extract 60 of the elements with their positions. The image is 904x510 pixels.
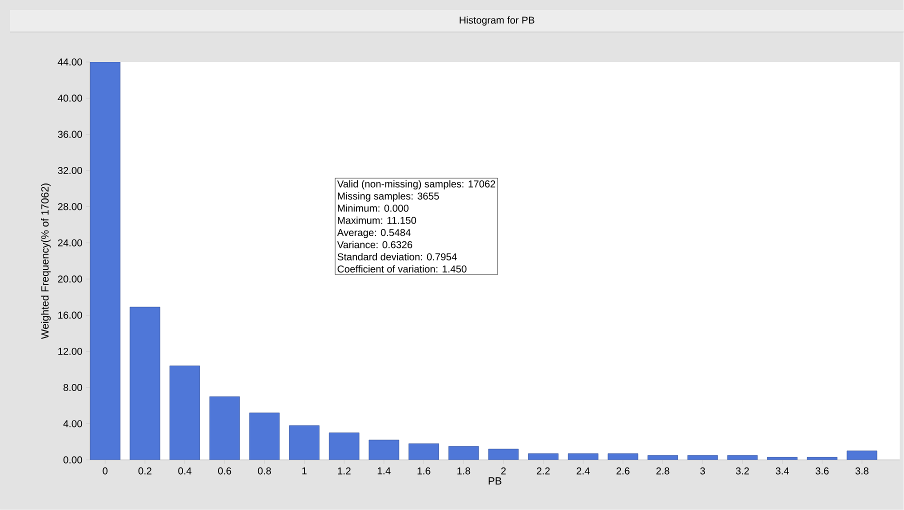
annotation: Valid (non-missing) samples: 17062 (337, 180, 496, 190)
x-tick-label: 0.4 (178, 467, 192, 475)
x-tick-label: 3.8 (855, 467, 868, 475)
x-tick-label: 2 (501, 467, 506, 474)
bar (249, 412, 280, 460)
y-tick-label: 44.00 (58, 58, 82, 66)
y-tick-label: 0.00 (63, 456, 82, 464)
bar (727, 455, 758, 460)
x-tick-label: 0 (102, 467, 108, 475)
x-tick-label: 3.2 (736, 467, 749, 475)
y-tick-label: 36.00 (58, 130, 82, 138)
annotation: Maximum: 11.150 (338, 216, 416, 224)
x-tick-label: 1.8 (457, 467, 470, 475)
y-tick-label: 8.00 (64, 384, 82, 392)
annotation: Average: 0.5484 (337, 229, 411, 238)
chart-title: Histogram for PB (460, 16, 534, 26)
y-tick-label: 4.00 (63, 420, 82, 428)
bar (488, 448, 519, 460)
bar (528, 453, 558, 460)
x-tick-label: 2.8 (656, 467, 670, 475)
x-tick-label: 3 (700, 467, 705, 475)
bar (846, 450, 878, 460)
y-axis-title: Weighted Frequency(% of 17062) (40, 184, 51, 340)
bar (170, 366, 200, 460)
annotation: Variance: 0.6326 (337, 240, 412, 248)
bar (408, 443, 439, 460)
bar (448, 446, 479, 460)
y-tick-label: 40.00 (58, 94, 82, 102)
annotation: Standard deviation: 0.7954 (338, 253, 457, 260)
bar (209, 396, 240, 460)
x-tick-label: 2.2 (536, 467, 550, 474)
x-tick-label: 1 (302, 467, 307, 474)
y-tick-label: 28.00 (58, 203, 82, 210)
y-tick-label: 20.00 (58, 276, 82, 283)
annotation: Coefficient of variation: 1.450 (338, 265, 466, 273)
x-tick-label: 2.4 (576, 467, 590, 474)
bar (130, 306, 160, 460)
bar (687, 455, 718, 460)
y-tick-label: 16.00 (58, 312, 82, 319)
x-tick-label: 2.6 (616, 467, 630, 475)
bar (289, 425, 320, 460)
bar (608, 453, 638, 460)
annotation: Minimum: 0.000 (338, 204, 409, 212)
x-tick-label: 1.4 (378, 467, 391, 474)
x-tick-label: 3.6 (816, 467, 829, 475)
bar (568, 453, 598, 460)
bar (648, 455, 678, 460)
y-tick-label: 12.00 (58, 348, 82, 355)
bar (368, 440, 400, 460)
x-tick-label: 0.6 (218, 467, 232, 475)
x-tick-label: 1.2 (338, 467, 351, 474)
y-tick-label: 32.00 (58, 167, 82, 174)
x-tick-label: 3.4 (776, 467, 789, 475)
x-axis-title: PB (488, 477, 502, 485)
y-tick-label: 24.00 (58, 239, 82, 246)
x-tick-label: 0.8 (258, 467, 271, 475)
annotation: Missing samples: 3655 (338, 192, 439, 202)
x-tick-label: 0.2 (138, 467, 152, 475)
bar (328, 432, 360, 460)
x-tick-label: 1.6 (418, 467, 430, 475)
